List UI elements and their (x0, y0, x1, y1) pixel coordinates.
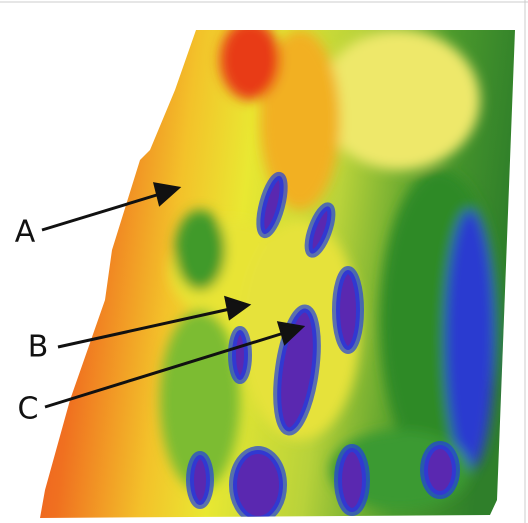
label-b: B (28, 330, 49, 365)
figure: A B C (0, 0, 528, 523)
page: A B C (() => { const data = JSON.parse(d… (0, 0, 528, 523)
label-a: A (15, 215, 36, 250)
label-c: C (18, 392, 39, 427)
heatmap (0, 0, 528, 523)
